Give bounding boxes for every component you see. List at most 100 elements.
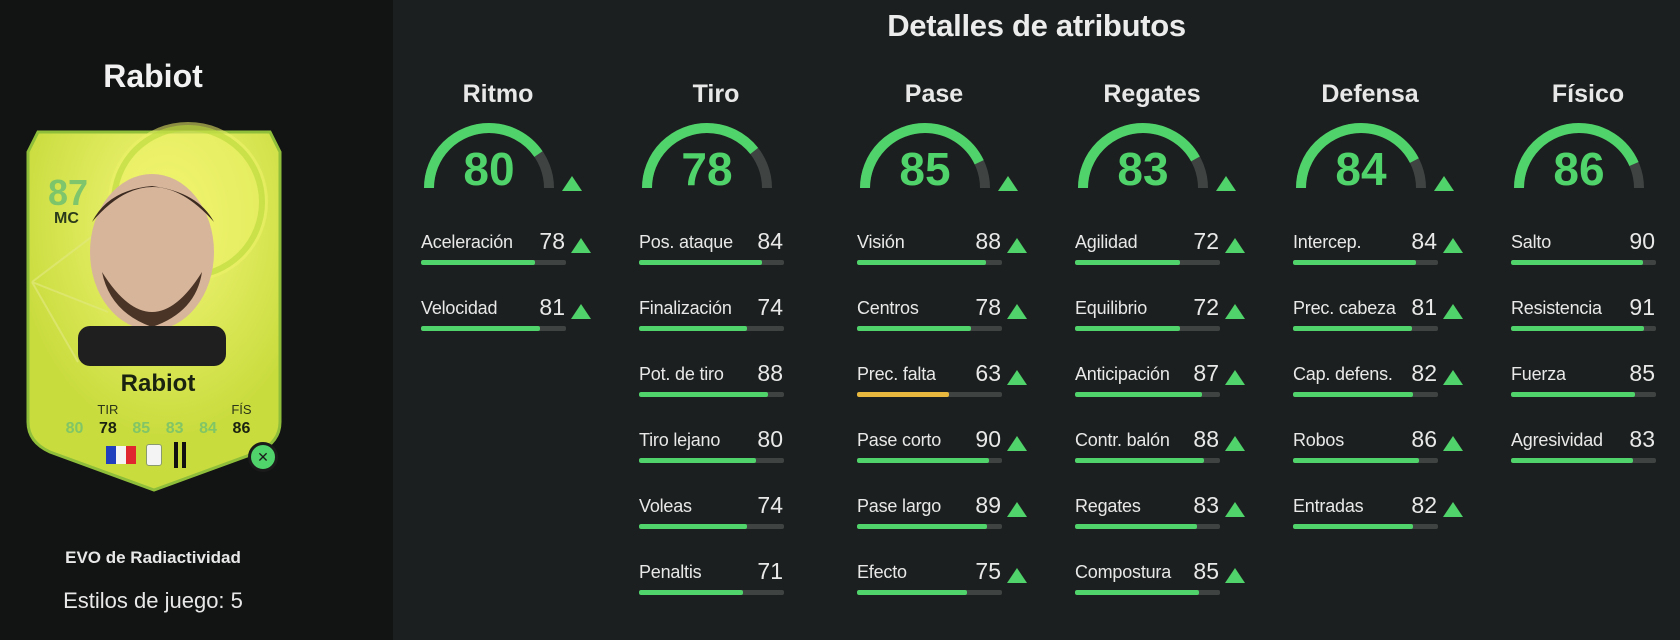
attribute-bar	[1293, 326, 1438, 331]
attribute-row: Pot. de tiro 88	[621, 354, 811, 402]
attribute-bar	[1075, 392, 1220, 397]
attribute-bar	[1293, 524, 1438, 529]
attribute-bar	[857, 590, 1002, 595]
upgrade-arrow-icon	[1225, 436, 1245, 451]
attribute-label: Cap. defens.	[1293, 364, 1393, 384]
attribute-label: Fuerza	[1511, 364, 1566, 384]
attribute-bar	[639, 392, 784, 397]
card-rating: 87	[48, 172, 89, 213]
attribute-bar	[639, 590, 784, 595]
attribute-label: Visión	[857, 232, 905, 252]
card-stat-label: TIR	[97, 402, 119, 417]
attribute-bar-fill	[857, 524, 988, 529]
attribute-value: 84	[757, 228, 783, 254]
category-title: Defensa	[1321, 80, 1419, 108]
card-position: MC	[54, 210, 79, 227]
gauge-fill	[1296, 123, 1426, 189]
upgrade-arrow-icon	[1225, 238, 1245, 253]
category-title: Ritmo	[462, 80, 534, 108]
attribute-value: 90	[975, 426, 1001, 452]
attribute-value: 74	[757, 294, 783, 320]
attribute-label: Robos	[1293, 430, 1345, 450]
attribute-label: Pot. de tiro	[639, 364, 724, 384]
attribute-label: Pase corto	[857, 430, 942, 450]
attribute-bar	[1511, 392, 1656, 397]
attribute-label: Centros	[857, 298, 919, 318]
card-stat-label	[192, 402, 225, 417]
attribute-bar-fill	[857, 458, 989, 463]
card-stat-label	[58, 402, 91, 417]
attribute-row: Prec. falta 63	[839, 354, 1029, 402]
attribute-bar	[1075, 524, 1220, 529]
attribute-bar-fill	[639, 458, 757, 463]
attribute-label: Agilidad	[1075, 232, 1138, 252]
attribute-bar	[1511, 458, 1656, 463]
upgrade-arrow-icon	[998, 176, 1018, 191]
attribute-value: 85	[1193, 558, 1219, 584]
category-gauge: 85	[860, 118, 1018, 196]
attribute-value: 82	[1411, 360, 1437, 386]
card-stat-values: 80 78 85 83 84 86	[58, 420, 258, 438]
category-value: 86	[1553, 143, 1605, 195]
attribute-row: Visión 88	[839, 222, 1029, 270]
attribute-row: Resistencia 91	[1493, 288, 1680, 336]
upgrade-arrow-icon	[1443, 370, 1463, 385]
upgrade-arrow-icon	[1216, 176, 1236, 191]
attribute-bar	[1293, 260, 1438, 265]
attribute-row: Prec. cabeza 81	[1275, 288, 1465, 336]
attribute-value: 84	[1411, 228, 1437, 254]
upgrade-arrow-icon	[1225, 370, 1245, 385]
attribute-bar-fill	[639, 326, 748, 331]
upgrade-arrow-icon	[1443, 502, 1463, 517]
attribute-bar-fill	[421, 260, 536, 265]
attribute-value: 88	[757, 360, 783, 386]
attribute-label: Anticipación	[1075, 364, 1170, 384]
attribute-bar	[421, 326, 566, 331]
attribute-column-2: Pase 85 Visión 88 Centros 78 Prec. falta 63 Pase…	[839, 0, 1029, 640]
attribute-label: Tiro lejano	[639, 430, 721, 450]
player-name-title: Rabiot	[103, 58, 203, 94]
attribute-bar	[1511, 260, 1656, 265]
attribute-value: 91	[1629, 294, 1655, 320]
card-player-name: Rabiot	[120, 370, 196, 397]
attribute-bar-fill	[857, 392, 950, 397]
player-card[interactable]: 87 MC Rabiot TIR FÍS 80 78 85 83 84 86 ✕	[18, 112, 290, 492]
club-badge-icon	[172, 442, 190, 468]
attribute-row: Equilibrio 72	[1057, 288, 1247, 336]
upgrade-arrow-icon	[1225, 568, 1245, 583]
attribute-bar-fill	[857, 326, 972, 331]
attribute-bar-fill	[1293, 326, 1412, 331]
upgrade-arrow-icon	[1443, 238, 1463, 253]
card-stat-value: 83	[165, 420, 184, 437]
category-value: 85	[899, 143, 951, 195]
attribute-bar	[857, 458, 1002, 463]
attribute-bar	[421, 260, 566, 265]
attribute-bar	[857, 260, 1002, 265]
attribute-row: Salto 90	[1493, 222, 1680, 270]
category-gauge: 80	[424, 118, 582, 196]
attribute-bar	[857, 524, 1002, 529]
attribute-value: 74	[757, 492, 783, 518]
attribute-column-0: Ritmo 80 Aceleración 78 Velocidad 81	[403, 0, 593, 640]
attribute-value: 87	[1193, 360, 1219, 386]
attribute-column-1: Tiro 78 Pos. ataque 84 Finalización 74 Pot. de…	[621, 0, 811, 640]
attribute-bar-fill	[1293, 260, 1417, 265]
attribute-row: Cap. defens. 82	[1275, 354, 1465, 402]
attribute-label: Salto	[1511, 232, 1552, 252]
attribute-column-3: Regates 83 Agilidad 72 Equilibrio 72 Anticipac…	[1057, 0, 1247, 640]
upgrade-arrow-icon	[571, 238, 591, 253]
attribute-label: Contr. balón	[1075, 430, 1170, 450]
attribute-value: 88	[1193, 426, 1219, 452]
attribute-row: Finalización 74	[621, 288, 811, 336]
attribute-bar-fill	[1511, 326, 1645, 331]
attribute-value: 88	[975, 228, 1001, 254]
attribute-bar-fill	[1293, 458, 1419, 463]
category-title: Físico	[1551, 80, 1625, 108]
attribute-bar-fill	[639, 260, 763, 265]
attribute-value: 89	[975, 492, 1001, 518]
attribute-row: Penaltis 71	[621, 552, 811, 600]
attribute-row: Agilidad 72	[1057, 222, 1247, 270]
attribute-row: Entradas 82	[1275, 486, 1465, 534]
attribute-label: Aceleración	[421, 232, 513, 252]
attribute-row: Regates 83	[1057, 486, 1247, 534]
